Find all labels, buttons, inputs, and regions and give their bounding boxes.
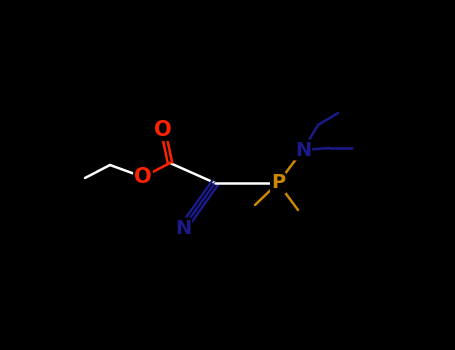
Text: N: N [175, 218, 191, 238]
Text: O: O [154, 120, 172, 140]
Text: O: O [134, 167, 152, 187]
Text: P: P [271, 174, 285, 192]
Text: N: N [295, 140, 311, 160]
